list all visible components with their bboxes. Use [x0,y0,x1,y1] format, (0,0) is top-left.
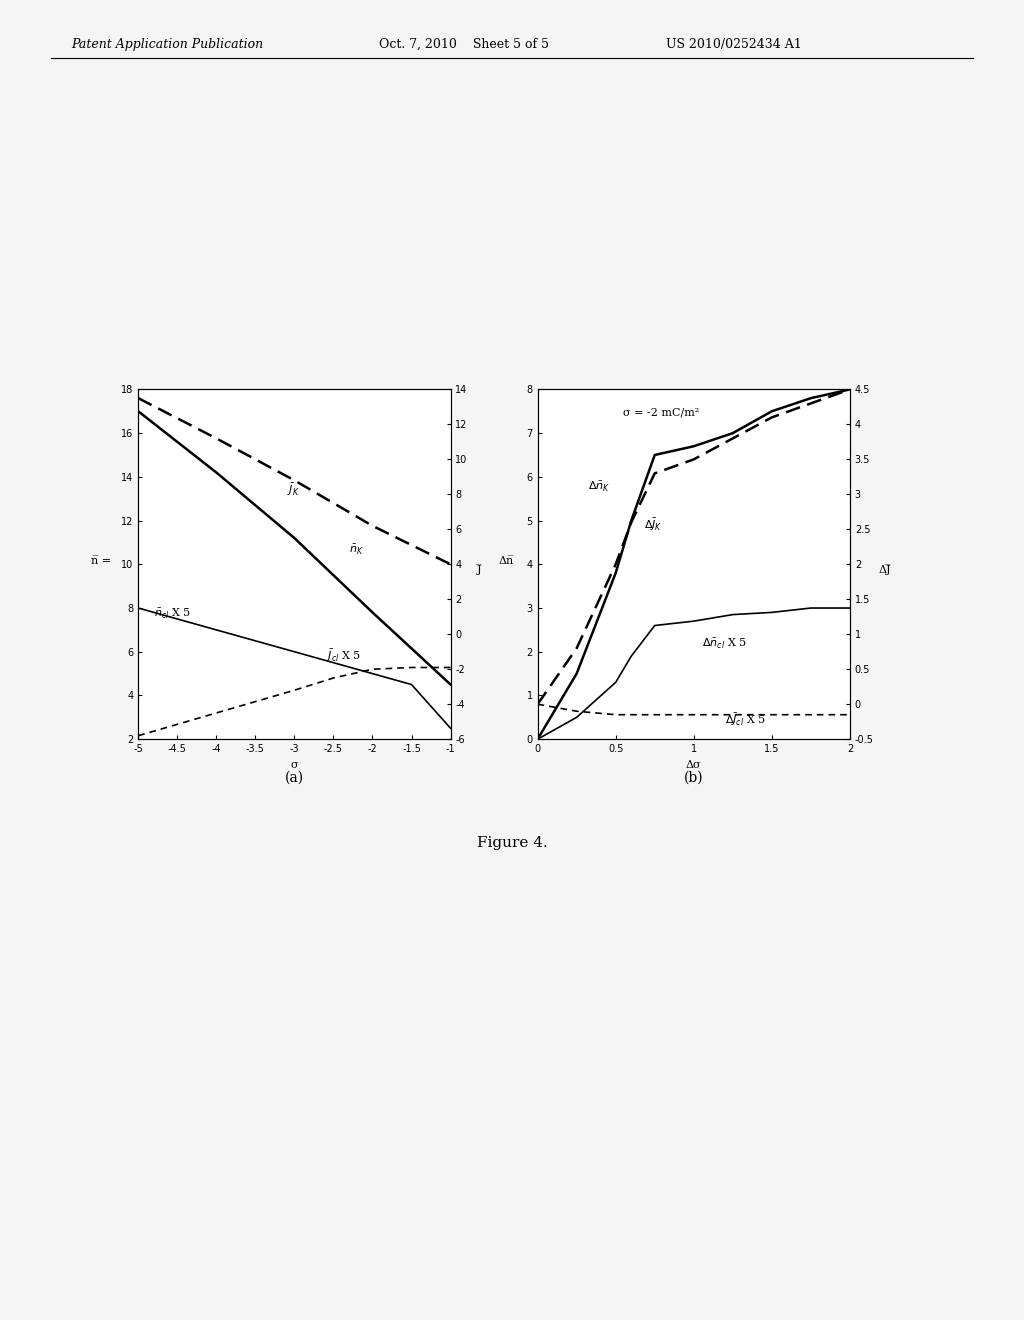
Y-axis label: ΔJ̅: ΔJ̅ [879,565,891,576]
Text: Oct. 7, 2010    Sheet 5 of 5: Oct. 7, 2010 Sheet 5 of 5 [379,37,549,50]
Text: $\bar{J}_{K}$: $\bar{J}_{K}$ [287,482,299,499]
Text: US 2010/0252434 A1: US 2010/0252434 A1 [666,37,802,50]
Text: Figure 4.: Figure 4. [476,837,548,850]
Text: $\bar{n}_{K}$: $\bar{n}_{K}$ [349,543,364,557]
Text: n̅ =: n̅ = [91,556,112,566]
Text: (a): (a) [285,771,304,784]
Text: $\Delta\bar{n}_{K}$: $\Delta\bar{n}_{K}$ [588,479,610,494]
Text: σ = -2 mC/m²: σ = -2 mC/m² [624,408,699,417]
Text: Δn̅: Δn̅ [499,556,514,566]
X-axis label: Δσ: Δσ [686,759,701,770]
Text: $\Delta\bar{J}_{cl}$ X 5: $\Delta\bar{J}_{cl}$ X 5 [725,711,766,727]
Text: (b): (b) [684,771,703,784]
Text: $\bar{n}_{cl}$ X 5: $\bar{n}_{cl}$ X 5 [154,607,191,620]
Text: $\bar{J}_{cl}$ X 5: $\bar{J}_{cl}$ X 5 [326,648,360,664]
Text: $\Delta\bar{n}_{cl}$ X 5: $\Delta\bar{n}_{cl}$ X 5 [701,638,746,651]
Text: Patent Application Publication: Patent Application Publication [72,37,264,50]
Text: $\Delta\bar{J}_{K}$: $\Delta\bar{J}_{K}$ [644,517,663,533]
X-axis label: σ: σ [291,759,298,770]
Y-axis label: J̅: J̅ [476,565,481,576]
